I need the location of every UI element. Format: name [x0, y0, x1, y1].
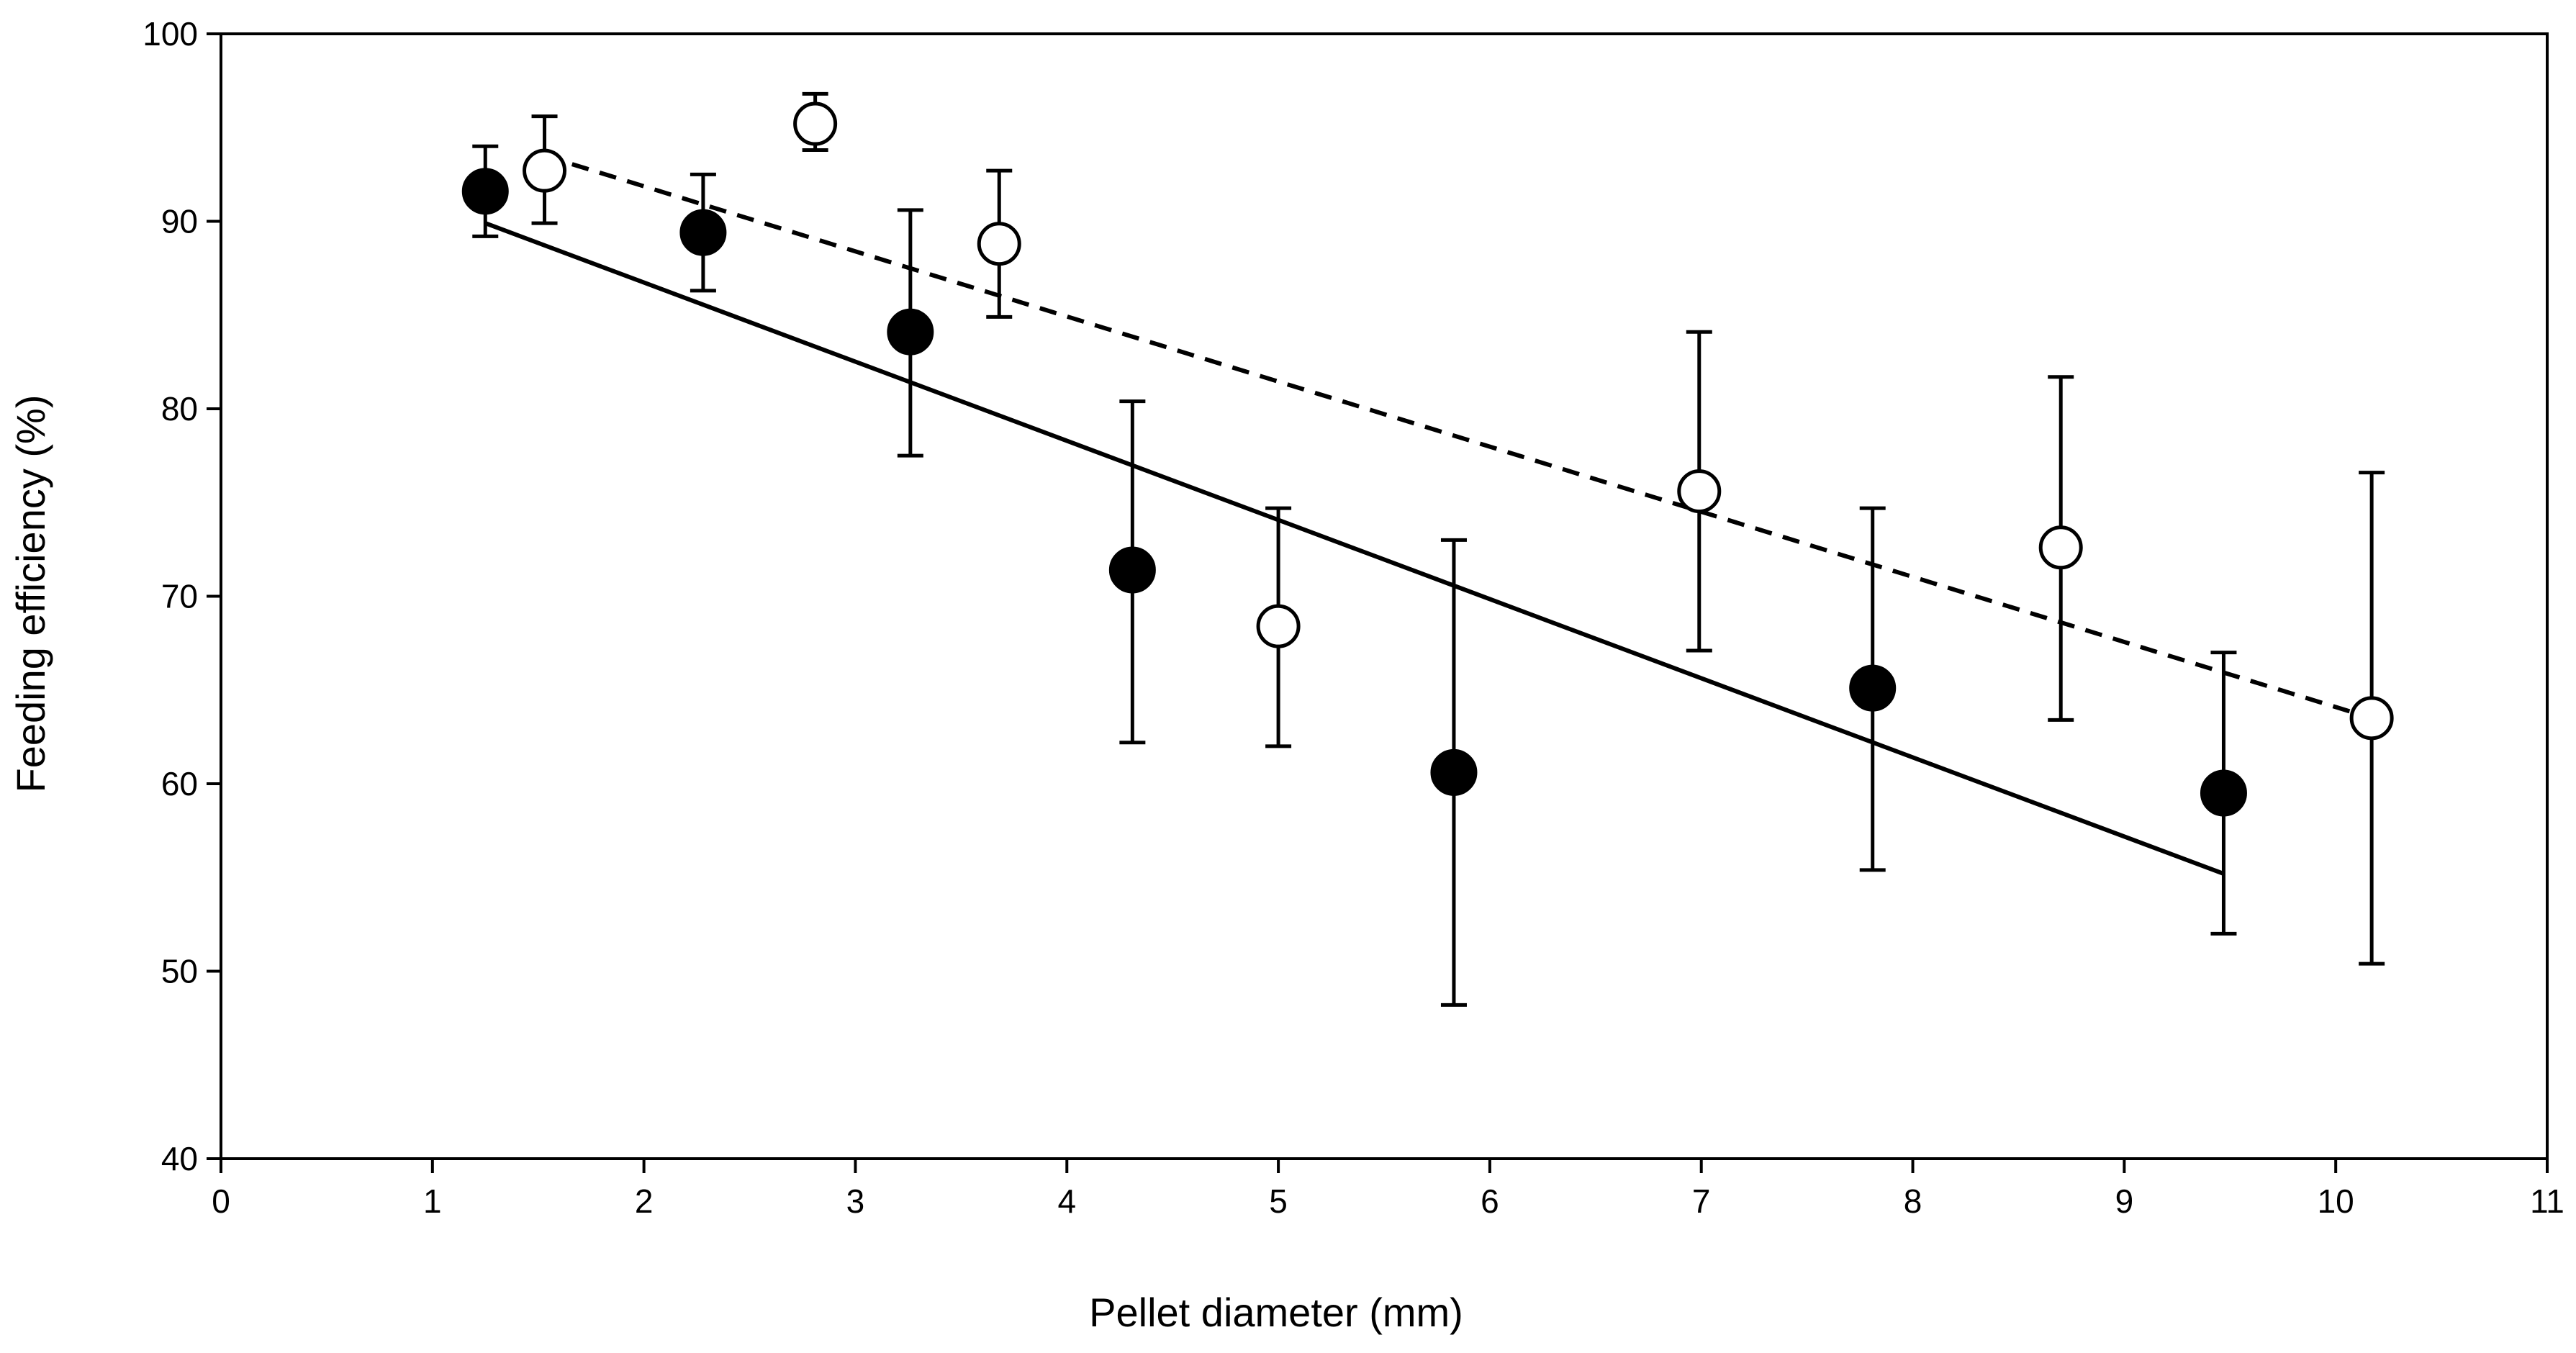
- x-tick-label: 5: [1269, 1182, 1288, 1220]
- x-axis-title: Pellet diameter (mm): [1089, 1290, 1463, 1335]
- y-tick-label: 50: [161, 953, 198, 990]
- error-bars: [472, 91, 2385, 1007]
- x-tick-label: 11: [2530, 1182, 2564, 1220]
- data-point-filled: [1849, 664, 1897, 712]
- y-tick-label: 60: [161, 765, 198, 802]
- y-tick-label: 80: [161, 390, 198, 427]
- y-axis-title: Feeding efficiency (%): [8, 395, 53, 793]
- axes: 0 1 2 3 4 5 6 7 8 9 10 11 40 50 60 70 80 90 100: [143, 15, 2564, 1220]
- x-tick-label: 3: [846, 1182, 865, 1220]
- data-point-open: [1677, 469, 1722, 514]
- data-point-filled: [2200, 769, 2247, 817]
- data-point-open: [2038, 525, 2083, 570]
- data-point-filled: [887, 308, 934, 356]
- x-tick-label: 6: [1481, 1182, 1499, 1220]
- x-tick-label: 10: [2318, 1182, 2354, 1220]
- y-tick-label: 100: [143, 15, 198, 53]
- data-point-open: [977, 222, 1021, 266]
- trendlines: [484, 153, 2373, 876]
- y-tick-label: 70: [161, 578, 198, 615]
- data-point-filled: [1108, 546, 1156, 594]
- data-point-filled: [679, 209, 727, 256]
- x-tick-label: 2: [635, 1182, 654, 1220]
- data-point-filled: [1430, 748, 1478, 796]
- x-tick-label: 0: [212, 1182, 230, 1220]
- x-tick-label: 9: [2115, 1182, 2134, 1220]
- trendline-filled: [484, 221, 2225, 876]
- x-tick-label: 1: [423, 1182, 442, 1220]
- data-point-open: [523, 148, 567, 193]
- data-point-open: [1256, 604, 1301, 648]
- x-tick-label: 4: [1057, 1182, 1076, 1220]
- y-tick-label: 40: [161, 1140, 198, 1177]
- data-point-open: [2349, 696, 2394, 741]
- data-point-filled: [461, 168, 509, 215]
- y-tick-label: 90: [161, 203, 198, 240]
- x-tick-label: 7: [1692, 1182, 1711, 1220]
- data-points: [461, 101, 2394, 817]
- trendline-open: [543, 153, 2373, 720]
- data-point-open: [793, 101, 838, 146]
- x-tick-label: 8: [1904, 1182, 1922, 1220]
- plot-frame: [220, 32, 2549, 1160]
